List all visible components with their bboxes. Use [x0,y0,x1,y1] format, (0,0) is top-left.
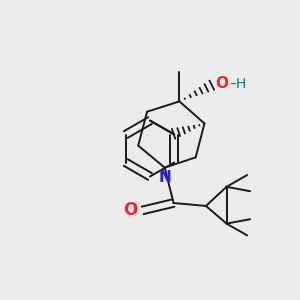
Text: –H: –H [230,77,247,91]
Text: O: O [215,76,228,91]
Text: N: N [158,170,171,185]
Text: O: O [123,201,137,219]
